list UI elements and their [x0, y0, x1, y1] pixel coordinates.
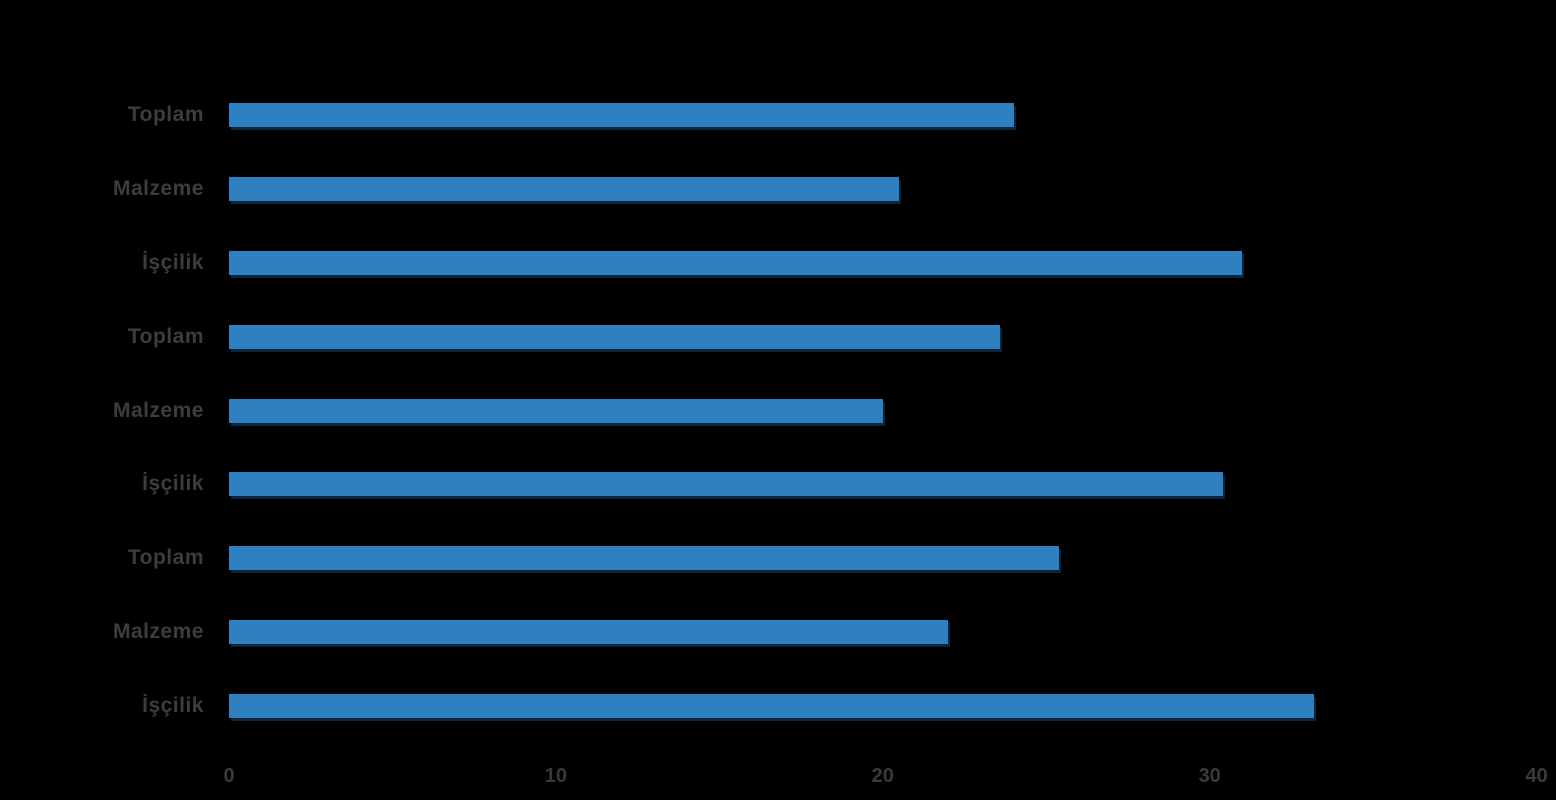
- category-label: Malzeme: [112, 176, 204, 200]
- bar: [229, 250, 1243, 275]
- bar: [229, 620, 949, 645]
- bar: [229, 103, 1014, 127]
- bar: [229, 472, 1223, 497]
- bar: [229, 176, 900, 201]
- category-label: Toplam: [127, 546, 204, 570]
- bar: [229, 398, 883, 423]
- x-tick-label: 10: [544, 765, 568, 787]
- x-tick-label: 0: [223, 765, 235, 787]
- bar: [229, 694, 1315, 718]
- bar: [229, 546, 1060, 571]
- category-label: İşçilik: [142, 250, 204, 274]
- category-label: Malzeme: [112, 620, 204, 644]
- x-tick-label: 30: [1198, 765, 1221, 787]
- category-label: Toplam: [127, 103, 204, 126]
- x-tick-label: 40: [1525, 765, 1548, 787]
- category-label: İşçilik: [142, 694, 204, 717]
- category-label: Malzeme: [112, 398, 204, 422]
- bar: [229, 324, 1001, 349]
- category-label: Toplam: [127, 324, 204, 348]
- category-label: İşçilik: [142, 472, 204, 496]
- x-tick-label: 20: [871, 765, 894, 787]
